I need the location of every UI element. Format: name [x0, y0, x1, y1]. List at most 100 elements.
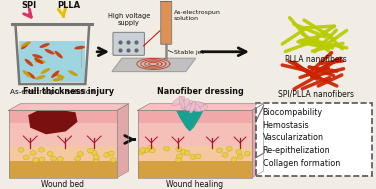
- Text: Biocompability: Biocompability: [263, 108, 323, 117]
- Text: As-electrospun
solution: As-electrospun solution: [174, 10, 221, 21]
- Ellipse shape: [51, 156, 57, 161]
- Ellipse shape: [58, 156, 63, 161]
- Ellipse shape: [190, 101, 196, 113]
- Ellipse shape: [21, 42, 30, 49]
- Polygon shape: [138, 146, 252, 161]
- Ellipse shape: [32, 54, 42, 59]
- Ellipse shape: [34, 58, 44, 64]
- Text: PLLA nanofibers: PLLA nanofibers: [285, 55, 347, 64]
- Text: Vascularization: Vascularization: [263, 133, 324, 143]
- Text: Stable jet: Stable jet: [174, 50, 204, 55]
- Polygon shape: [9, 104, 129, 110]
- Ellipse shape: [33, 157, 38, 162]
- Polygon shape: [19, 41, 85, 82]
- Polygon shape: [9, 146, 117, 161]
- Ellipse shape: [30, 151, 36, 155]
- Ellipse shape: [164, 146, 170, 151]
- Polygon shape: [112, 58, 196, 72]
- Ellipse shape: [193, 104, 208, 112]
- Ellipse shape: [47, 151, 53, 156]
- Ellipse shape: [191, 102, 204, 107]
- Ellipse shape: [180, 149, 186, 154]
- Polygon shape: [9, 161, 117, 178]
- Ellipse shape: [74, 46, 85, 50]
- Text: Wound healing: Wound healing: [166, 180, 223, 189]
- Ellipse shape: [74, 156, 80, 161]
- Ellipse shape: [176, 147, 182, 152]
- Text: PLLA: PLLA: [57, 2, 80, 10]
- Polygon shape: [117, 104, 129, 178]
- Ellipse shape: [27, 72, 35, 79]
- Text: As-electrospun solution: As-electrospun solution: [10, 89, 95, 95]
- Ellipse shape: [93, 155, 99, 160]
- Ellipse shape: [179, 96, 185, 109]
- Text: Nanofiber dressing: Nanofiber dressing: [157, 88, 244, 96]
- Ellipse shape: [51, 70, 59, 78]
- Ellipse shape: [32, 110, 74, 129]
- Text: Collagen formation: Collagen formation: [263, 159, 340, 168]
- Polygon shape: [138, 104, 264, 110]
- Text: Re-epithelization: Re-epithelization: [263, 146, 331, 155]
- Text: Hemostasis: Hemostasis: [263, 121, 309, 130]
- Ellipse shape: [110, 157, 116, 162]
- Ellipse shape: [237, 154, 243, 159]
- Ellipse shape: [236, 149, 242, 154]
- FancyBboxPatch shape: [113, 32, 144, 55]
- Text: High voltage
supply: High voltage supply: [108, 13, 150, 26]
- Ellipse shape: [93, 157, 99, 162]
- Ellipse shape: [149, 148, 155, 153]
- Text: SPI: SPI: [21, 2, 36, 10]
- Ellipse shape: [192, 102, 201, 111]
- Text: SPI/PLLA nanofibers: SPI/PLLA nanofibers: [278, 90, 354, 99]
- Ellipse shape: [104, 153, 110, 157]
- Ellipse shape: [184, 151, 190, 155]
- Ellipse shape: [55, 51, 63, 58]
- Ellipse shape: [148, 146, 153, 150]
- Ellipse shape: [91, 150, 97, 155]
- Ellipse shape: [176, 154, 182, 159]
- Ellipse shape: [25, 59, 33, 66]
- Ellipse shape: [190, 155, 196, 159]
- Ellipse shape: [195, 154, 201, 159]
- Ellipse shape: [172, 97, 185, 106]
- Ellipse shape: [68, 70, 78, 76]
- Ellipse shape: [77, 151, 83, 156]
- Ellipse shape: [35, 60, 45, 63]
- Ellipse shape: [181, 106, 194, 110]
- Ellipse shape: [53, 77, 64, 81]
- Ellipse shape: [39, 157, 45, 162]
- Ellipse shape: [217, 148, 222, 153]
- Ellipse shape: [222, 153, 228, 157]
- Ellipse shape: [183, 101, 194, 110]
- Ellipse shape: [38, 147, 44, 152]
- Ellipse shape: [54, 74, 64, 78]
- Polygon shape: [252, 104, 264, 178]
- Polygon shape: [138, 161, 252, 178]
- Polygon shape: [9, 123, 117, 146]
- FancyBboxPatch shape: [161, 0, 171, 44]
- Ellipse shape: [140, 147, 146, 152]
- Polygon shape: [176, 110, 203, 131]
- Ellipse shape: [226, 146, 232, 151]
- Polygon shape: [138, 123, 252, 146]
- Ellipse shape: [231, 157, 237, 162]
- Ellipse shape: [183, 98, 190, 108]
- Ellipse shape: [176, 157, 182, 162]
- Ellipse shape: [108, 151, 114, 156]
- Ellipse shape: [180, 99, 188, 108]
- Text: Full thickness injury: Full thickness injury: [23, 88, 114, 96]
- Ellipse shape: [87, 148, 93, 153]
- Polygon shape: [28, 110, 77, 134]
- Ellipse shape: [35, 75, 45, 80]
- Polygon shape: [9, 110, 117, 123]
- FancyBboxPatch shape: [256, 103, 372, 176]
- Ellipse shape: [21, 42, 31, 47]
- Ellipse shape: [185, 104, 197, 111]
- Ellipse shape: [23, 155, 29, 160]
- Ellipse shape: [39, 43, 50, 48]
- Ellipse shape: [45, 49, 55, 55]
- Polygon shape: [138, 110, 252, 123]
- Ellipse shape: [244, 151, 250, 156]
- Ellipse shape: [192, 102, 205, 108]
- Ellipse shape: [139, 150, 144, 155]
